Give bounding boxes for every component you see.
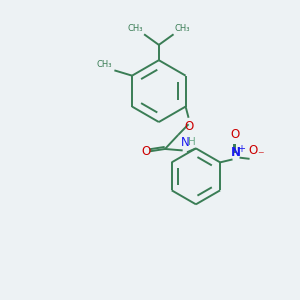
Text: O: O <box>184 120 194 133</box>
Text: N: N <box>181 136 189 149</box>
Text: CH₃: CH₃ <box>128 24 143 33</box>
Text: +: + <box>237 143 245 154</box>
Text: O: O <box>142 146 151 158</box>
Text: N: N <box>230 146 240 159</box>
Text: H: H <box>188 137 196 148</box>
Text: O: O <box>231 128 240 141</box>
Text: CH₃: CH₃ <box>97 60 112 69</box>
Text: O: O <box>248 144 258 157</box>
Text: CH₃: CH₃ <box>175 24 190 33</box>
Text: ⁻: ⁻ <box>257 149 263 162</box>
